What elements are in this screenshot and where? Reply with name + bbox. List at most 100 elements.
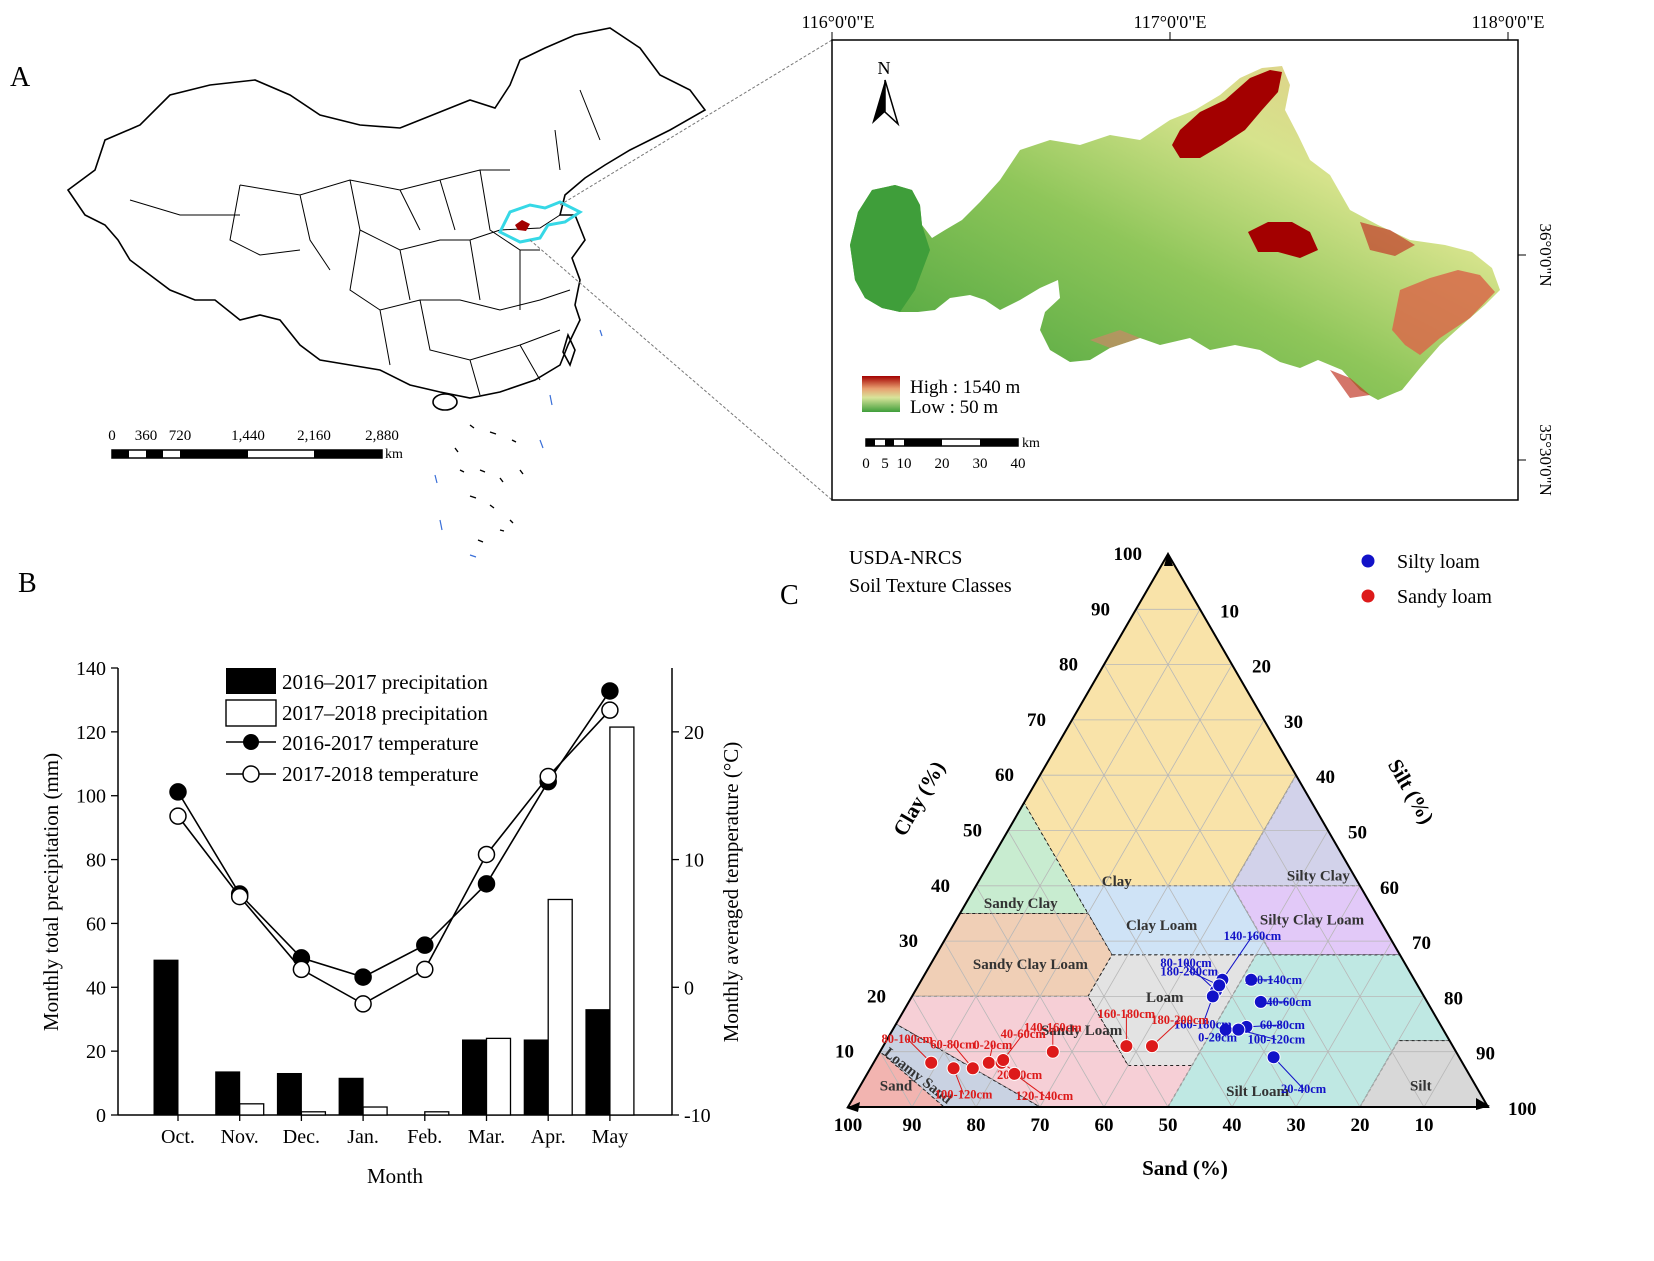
x-tick-label: Dec.: [283, 1126, 320, 1148]
y2-tick-label: 10: [684, 850, 704, 872]
x-tick-label: Jan.: [347, 1126, 379, 1148]
point-depth-label: 100-120cm: [1248, 1033, 1306, 1047]
legend-low: Low : 50 m: [910, 397, 998, 418]
point-depth-label: 60-80cm: [1260, 1018, 1306, 1032]
silt-tick-label: 90: [1476, 1044, 1495, 1065]
silt-axis-title: Silt (%): [1383, 755, 1439, 828]
legend-label-silty-loam: Silty loam: [1397, 551, 1480, 573]
y2-tick-label: 0: [684, 977, 694, 999]
sand-axis-title: Sand (%): [1142, 1156, 1228, 1180]
bar-2016-2017-precipitation: [276, 1072, 302, 1116]
grid-line: [975, 664, 1233, 1108]
china-map: [66, 27, 707, 558]
point-depth-label: 140-160cm: [1024, 1021, 1082, 1035]
region-label: Silty Clay Loam: [1260, 913, 1365, 929]
silt-tick-label: 20: [1252, 657, 1271, 678]
triangle-subtitle: Soil Texture Classes: [849, 575, 1012, 597]
legend-marker-2016-2017-temperature: [243, 734, 259, 750]
region-label: Sandy Clay Loam: [973, 957, 1089, 973]
panel-letter-b: B: [18, 568, 37, 599]
soil-texture-triangle: Clay Sandy Clay Silty Clay Clay Loam Silty C…: [834, 544, 1537, 1180]
marker-2016-2017-temperature: [477, 875, 496, 893]
panel-letter-c: C: [780, 580, 799, 611]
region-label: Clay Loam: [1126, 918, 1198, 934]
marker-2016-2017-temperature: [416, 936, 434, 954]
grid-line: [1103, 774, 1297, 1108]
sand-tick-label: 10: [1415, 1115, 1434, 1136]
marker-2017-2018-temperature: [416, 960, 434, 979]
region-label: Silt: [1410, 1078, 1432, 1094]
sandy-loam-point: [1045, 1044, 1060, 1059]
clay-tick-label: 10: [835, 1042, 854, 1063]
silt-tick-label: 80: [1444, 988, 1463, 1009]
region-label: Sandy Clay: [984, 896, 1058, 912]
y2-tick-label: -10: [684, 1105, 711, 1127]
grid-line: [1231, 885, 1361, 1108]
silt-tick-label: 30: [1284, 712, 1303, 733]
legend-label-2016-2017-temperature: 2016-2017 temperature: [282, 731, 479, 755]
point-depth-label: 100-120cm: [935, 1087, 993, 1101]
legend-label-sandy-loam: Sandy loam: [1397, 586, 1492, 608]
sandy-loam-point: [1145, 1039, 1159, 1054]
climate-chart: 0 20 40 60 80 100 120 140 -10 0 10 20 Oct. Nov. Dec. Ja…: [39, 658, 743, 1188]
marker-2017-2018-temperature: [230, 887, 249, 906]
sand-tick-label: 20: [1351, 1115, 1370, 1136]
clay-arrow-icon: [1164, 552, 1173, 566]
sandy-loam-point: [981, 1055, 996, 1070]
legend-swatch-2017-2018-precipitation: [225, 699, 277, 727]
clay-tick-label: 80: [1059, 655, 1078, 676]
grid-line: [1423, 1051, 1457, 1108]
lon-tick-116: 116°0'0"E: [801, 12, 874, 32]
sandy-loam-point: [946, 1061, 961, 1076]
point-depth-label: 0-20cm: [1198, 1031, 1237, 1045]
bar-2016-2017-precipitation: [215, 1071, 241, 1116]
hainan-island: [432, 393, 458, 411]
inset-scale-tick: 30: [973, 456, 988, 472]
inset-top-ticks: 116°0'0"E 117°0'0"E 118°0'0"E: [801, 12, 1545, 40]
marker-2016-2017-temperature: [354, 968, 372, 986]
sand-tick-label: 50: [1159, 1115, 1178, 1136]
sand-tick-label: 60: [1095, 1115, 1114, 1136]
clay-tick-label: 70: [1027, 710, 1046, 731]
y-tick-label: 60: [86, 913, 106, 935]
bar-2017-2018-precipitation: [300, 1111, 327, 1116]
bar-2017-2018-precipitation: [609, 726, 635, 1116]
point-depth-label: 140-160cm: [1224, 929, 1282, 943]
lat-tick-36: 36°0'0"N: [1536, 223, 1555, 286]
bar-2017-2018-precipitation: [547, 898, 573, 1116]
silty-loam-point: [1212, 978, 1227, 993]
sand-tick-label: 70: [1031, 1115, 1050, 1136]
south-sea-islands: [454, 424, 524, 543]
inset-right-ticks: 36°0'0"N 35°30'0"N: [1518, 223, 1555, 496]
clay-tick-label: 100: [1114, 544, 1143, 565]
point-depth-label: 80-100cm: [882, 1032, 934, 1046]
dashed-boundary: [434, 329, 603, 558]
china-scale-tick: 720: [169, 428, 192, 444]
y-tick-label: 40: [86, 977, 106, 999]
marker-2017-2018-temperature: [292, 960, 311, 979]
legend-high: High : 1540 m: [910, 377, 1021, 398]
lon-tick-118: 118°0'0"E: [1471, 12, 1544, 32]
x-axis-title: Month: [367, 1164, 424, 1188]
bar-2017-2018-precipitation: [424, 1111, 450, 1116]
line-2016-2017-temperature: [177, 690, 611, 978]
point-leader-line: [1221, 935, 1253, 981]
clay-tick-label: 30: [899, 931, 918, 952]
marker-2016-2017-temperature: [169, 783, 187, 801]
sand-tick-label: 40: [1223, 1115, 1242, 1136]
china-scale-tick: 1,440: [231, 428, 265, 444]
bar-2016-2017-precipitation: [462, 1039, 487, 1116]
legend-swatch-2016-2017-precipitation: [226, 668, 276, 694]
y-tick-label: 20: [86, 1041, 106, 1063]
legend-marker-silty-loam: [1361, 554, 1375, 568]
x-tick-label: Mar.: [468, 1126, 505, 1148]
grid-line: [1135, 609, 1425, 1108]
x-tick-label: Nov.: [221, 1126, 259, 1148]
silt-arrow-icon: [1476, 1098, 1490, 1110]
study-area-outline: [497, 200, 583, 244]
marker-2016-2017-temperature: [601, 682, 619, 700]
sand-tick-label: 80: [967, 1115, 986, 1136]
point-depth-label: 120-140cm: [1244, 973, 1302, 987]
point-depth-label: 40-60cm: [1266, 995, 1312, 1009]
china-scale-tick: 2,880: [365, 428, 399, 444]
